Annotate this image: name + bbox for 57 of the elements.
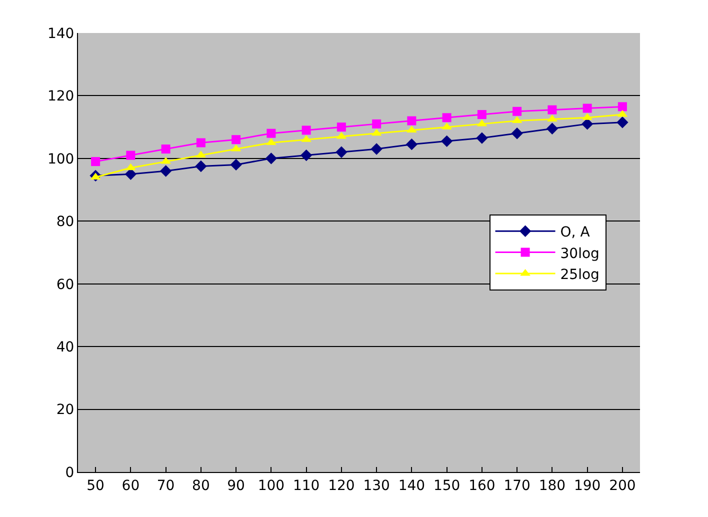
x-tick-label: 170 <box>504 478 530 494</box>
point <box>406 138 418 150</box>
x-tick-label: 200 <box>609 478 636 494</box>
point <box>300 149 312 162</box>
legend-label: O, A <box>560 224 590 241</box>
point <box>336 146 348 158</box>
y-tick-label: 0 <box>65 464 74 481</box>
point <box>230 158 242 171</box>
y-tick-label: 120 <box>47 88 74 105</box>
x-tick-label: 60 <box>122 478 140 494</box>
y-tick-label: 100 <box>47 151 74 168</box>
x-tick-label: 80 <box>192 478 210 494</box>
x-tick-label: 90 <box>227 478 245 494</box>
y-tick-label: 20 <box>56 402 74 418</box>
point <box>581 118 594 130</box>
x-tick-label: 150 <box>433 478 460 494</box>
y-tick-label: 60 <box>56 276 74 293</box>
y-tick-label: 140 <box>47 26 74 42</box>
point <box>548 105 557 114</box>
x-tick-label: 130 <box>363 478 390 494</box>
x-tick-label: 100 <box>258 478 285 494</box>
legend-label: 25log <box>560 266 600 283</box>
point <box>512 106 522 116</box>
x-tick-label: 110 <box>292 478 320 494</box>
point <box>476 132 488 144</box>
point <box>91 157 100 166</box>
point <box>302 126 311 135</box>
point <box>370 143 382 155</box>
y-tick-label: 40 <box>56 339 74 356</box>
point <box>265 152 278 164</box>
point <box>161 144 170 154</box>
point <box>546 122 558 134</box>
point <box>440 135 453 148</box>
legend-label: 30log <box>560 246 600 262</box>
point <box>616 116 628 128</box>
point <box>196 138 206 148</box>
point <box>618 102 627 112</box>
x-tick-label: 70 <box>156 478 175 494</box>
x-tick-label: 180 <box>538 478 566 494</box>
point <box>266 128 276 138</box>
point <box>407 116 416 126</box>
x-tick-label: 190 <box>574 478 601 494</box>
point <box>582 104 592 113</box>
point <box>232 135 241 144</box>
x-tick-label: 160 <box>468 478 496 494</box>
point <box>126 150 136 160</box>
point <box>195 160 207 172</box>
x-tick-label: 120 <box>328 478 355 494</box>
point <box>160 165 172 177</box>
point <box>442 113 452 122</box>
point <box>477 110 486 120</box>
y-tick-label: 80 <box>56 214 74 230</box>
point <box>336 122 346 132</box>
x-tick-label: 140 <box>398 478 426 494</box>
x-tick-label: 50 <box>86 478 104 494</box>
point <box>511 127 523 140</box>
point <box>372 119 382 128</box>
